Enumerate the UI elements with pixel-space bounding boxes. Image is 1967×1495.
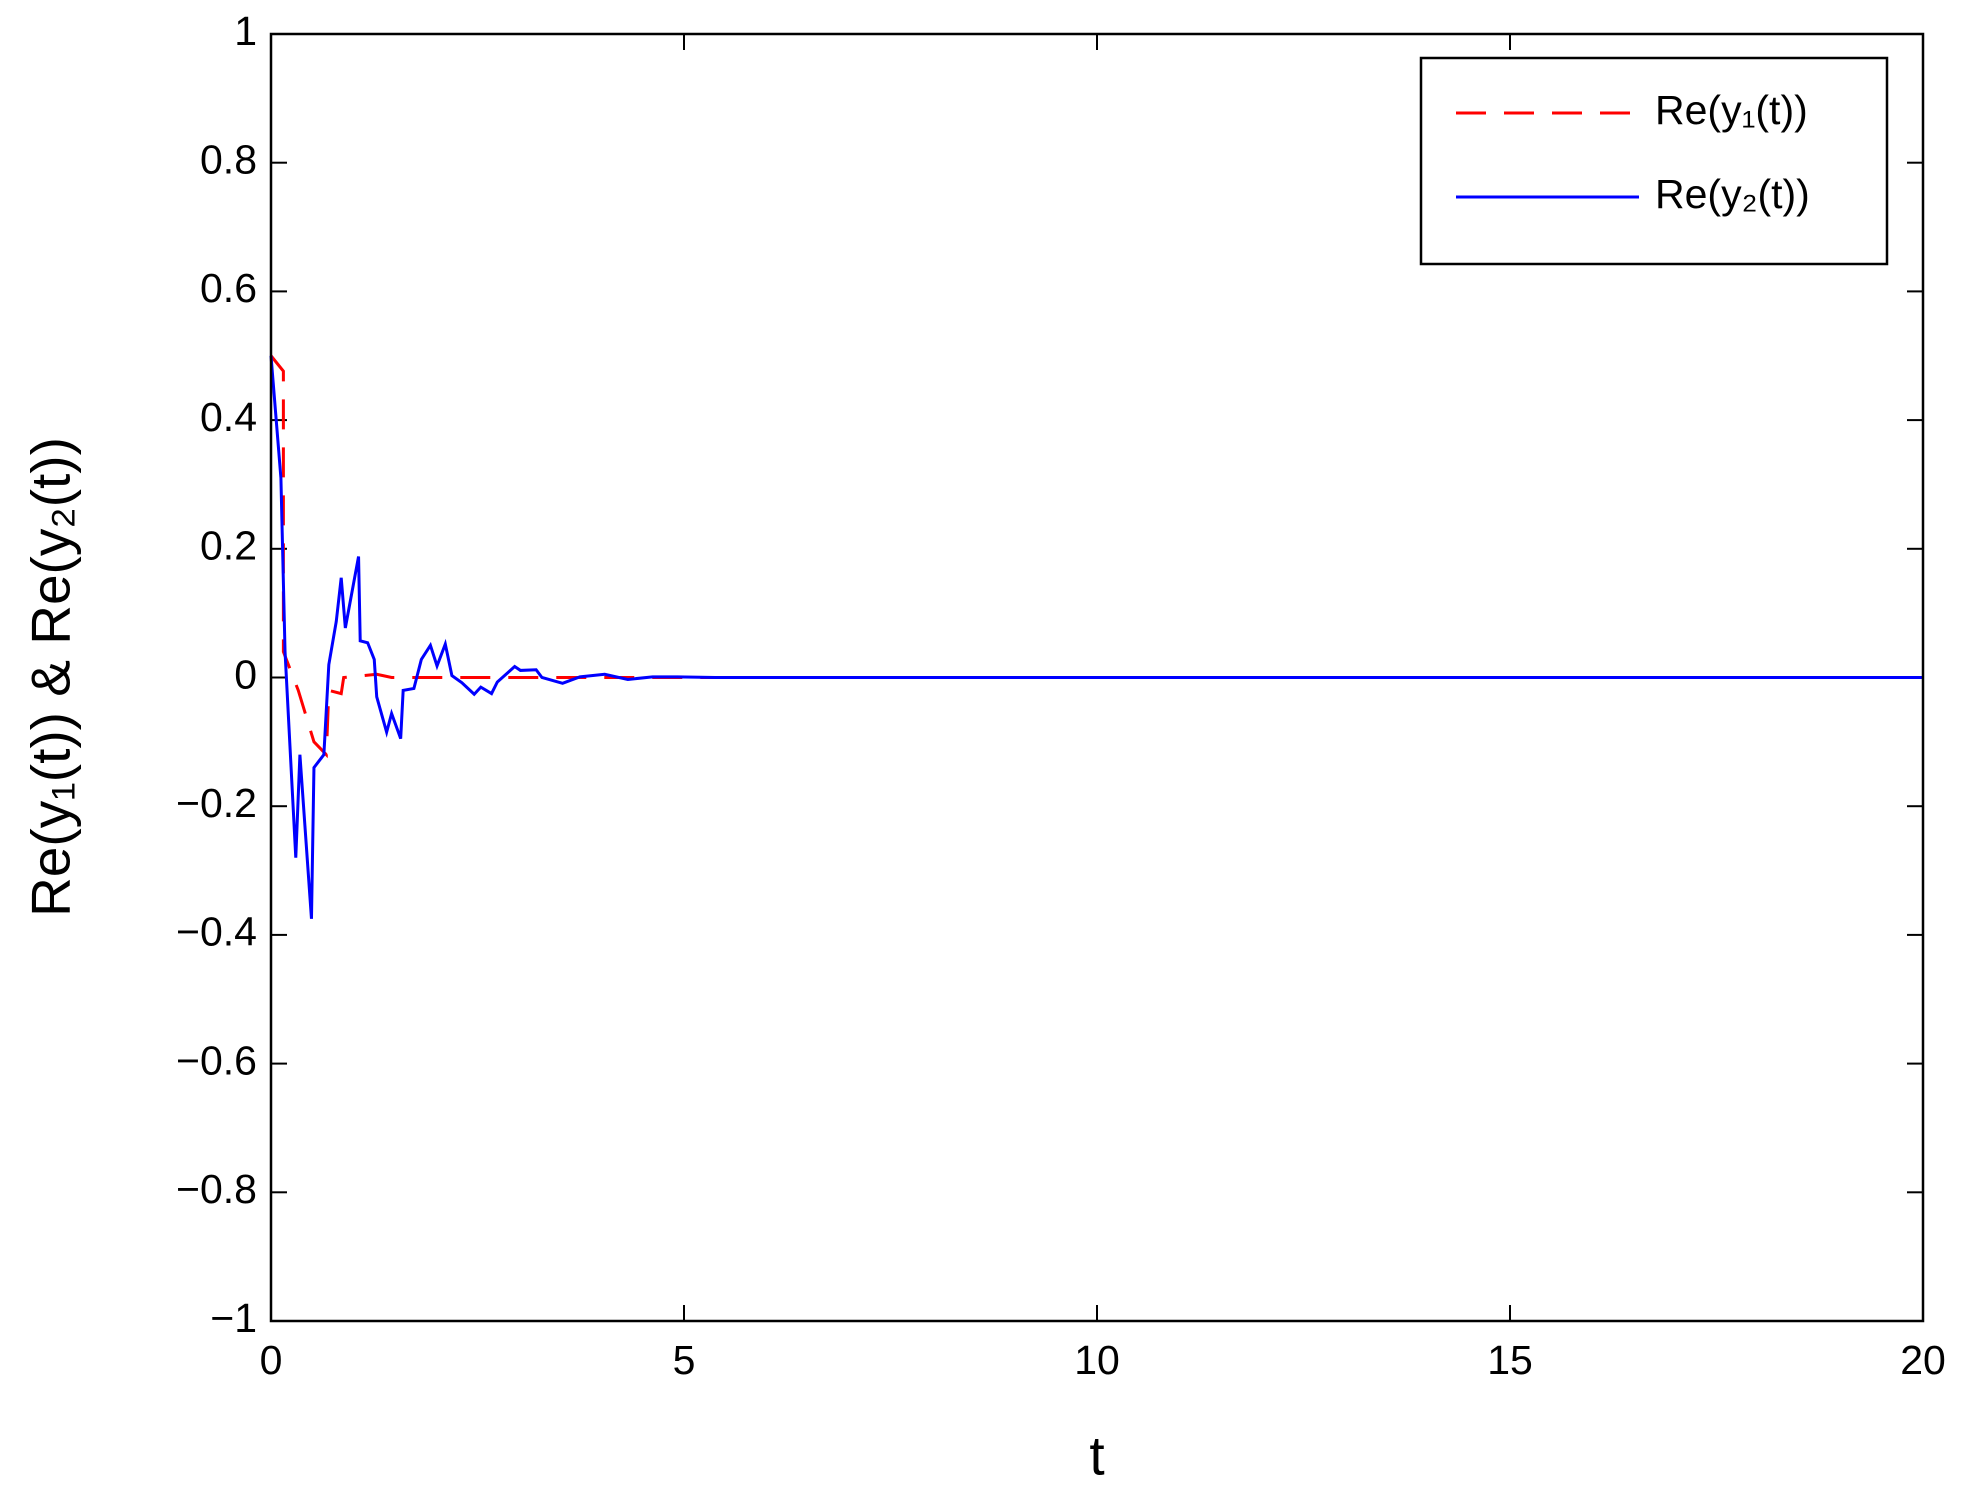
x-tick-label: 5 [673,1337,696,1383]
legend-box [1419,56,1889,266]
y-tick-label: 0.8 [200,137,257,183]
y-tick-label: −1 [210,1295,257,1341]
x-tick-label: 10 [1074,1337,1120,1383]
plot-frame [269,32,1925,1323]
y-tick-label: 0.2 [200,523,257,569]
y-tick-label: −0.4 [176,909,257,955]
x-axis-label: t [1089,1425,1104,1487]
x-tick-label: 20 [1900,1337,1946,1383]
y-tick-label: −0.6 [176,1037,257,1083]
legend-label: Re(y₂(t)) [1655,171,1810,217]
y-tick-label: 1 [234,8,257,54]
y-tick-label: 0 [234,651,257,697]
legend-label: Re(y₁(t)) [1655,87,1808,133]
x-tick-label: 15 [1487,1337,1533,1383]
data-line [269,355,1923,919]
x-tick-label: 0 [260,1337,283,1383]
y-tick-label: 0.6 [200,265,257,311]
y-tick-label: −0.8 [176,1166,257,1212]
y-axis-label: Re(y₁(t)) & Re(y₂(t)) [20,437,82,917]
data-line [269,354,1923,759]
y-tick-label: 0.4 [200,394,257,440]
y-tick-label: −0.2 [176,780,257,826]
